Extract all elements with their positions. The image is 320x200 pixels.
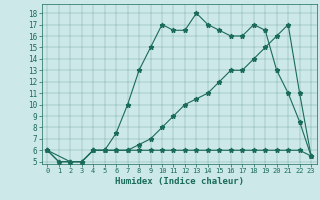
X-axis label: Humidex (Indice chaleur): Humidex (Indice chaleur) bbox=[115, 177, 244, 186]
